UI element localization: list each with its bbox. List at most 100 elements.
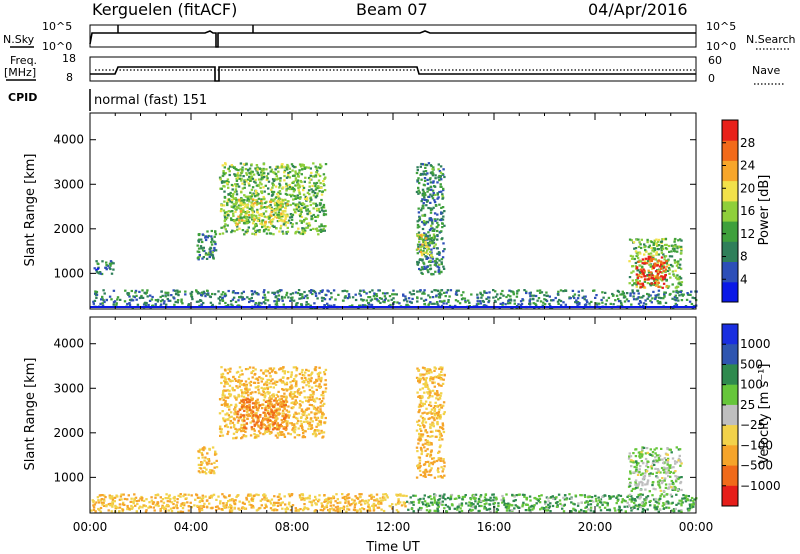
velocity-cell [115,505,118,509]
velocity-cell [295,401,298,404]
velocity-cell [278,426,281,429]
power-cell [324,163,328,166]
power-cell [112,262,115,265]
velocity-cell [220,403,224,406]
velocity-cell [688,503,692,506]
velocity-cell [220,381,223,385]
power-cell [161,294,164,297]
velocity-cell [187,509,191,512]
power-cell [219,299,222,302]
power-cell [283,165,286,168]
power-cell [584,295,587,298]
power-cell [437,196,440,199]
velocity-cell [230,415,233,418]
power-cell [300,215,304,218]
velocity-cell [279,431,282,434]
power-cell [412,293,416,296]
power-cell [643,243,646,246]
power-cell [636,289,640,292]
velocity-cell [277,434,281,437]
power-cell [654,297,657,301]
power-cell [99,302,102,305]
power-cell [275,178,279,181]
power-cell [210,241,213,244]
velocity-cell [92,506,96,509]
velocity-cell [307,400,310,403]
velocity-cell [606,508,609,512]
velocity-cell [268,500,272,503]
velocity-cell [202,505,206,508]
power-cell [649,264,652,267]
velocity-cell [179,495,182,498]
power-cell [642,304,645,307]
power-cell [286,187,290,190]
power-cell [671,297,674,300]
velocity-cell [637,493,640,496]
power-cell [233,190,237,193]
velocity-cell [463,495,466,498]
power-cell [209,253,212,256]
power-cell [632,298,636,301]
power-cell [263,224,266,227]
velocity-cell [179,504,183,507]
power-cell [431,296,435,299]
power-cell [292,202,295,205]
velocity-cell [645,498,648,501]
power-cell [223,173,226,176]
power-cell [604,291,607,294]
power-cell [296,181,299,184]
power-cell [280,166,284,169]
power-cell [227,289,230,293]
velocity-cell [690,496,694,500]
power-cell [443,299,446,302]
power-cell [248,297,251,301]
velocity-cell [102,501,105,505]
power-cell [291,225,294,228]
power-cell [279,227,282,230]
power-cell [251,218,254,221]
velocity-cell [237,393,240,396]
velocity-cell [287,416,290,419]
power-cell [256,304,260,307]
velocity-cell [353,506,356,509]
power-cell [416,220,419,223]
power-cell [286,200,289,203]
velocity-cell [229,419,232,423]
power-cell [284,224,287,227]
power-cell [261,225,264,229]
velocity-cell [130,507,134,510]
velocity-cell [254,386,257,389]
power-cell [242,207,245,210]
velocity-cell [297,427,300,430]
velocity-cell [549,510,552,513]
velocity-cell [304,371,307,374]
velocity-cell [111,498,115,501]
power-cell [307,176,311,180]
power-cell [439,183,442,186]
power-cell [426,190,429,193]
power-cell [655,252,658,255]
power-cell [300,173,303,176]
velocity-cell [269,367,273,370]
velocity-cell [268,402,272,405]
power-cell [417,192,420,195]
velocity-cell [473,505,476,508]
power-cell [651,257,654,261]
power-cell [467,299,470,302]
velocity-cell [221,396,224,399]
power-cell [320,165,323,168]
power-cell [393,293,396,296]
power-cell [231,291,235,294]
velocity-cell [222,376,225,379]
power-cell [320,206,323,209]
power-cell [290,215,294,219]
power-cell [212,256,215,259]
velocity-cell [304,376,307,380]
power-cell [442,265,445,268]
velocity-cell [423,494,426,497]
velocity-cell [394,503,398,506]
power-cell [363,290,366,293]
power-cell [393,301,396,304]
power-cell [404,298,407,301]
velocity-cell [251,376,254,379]
